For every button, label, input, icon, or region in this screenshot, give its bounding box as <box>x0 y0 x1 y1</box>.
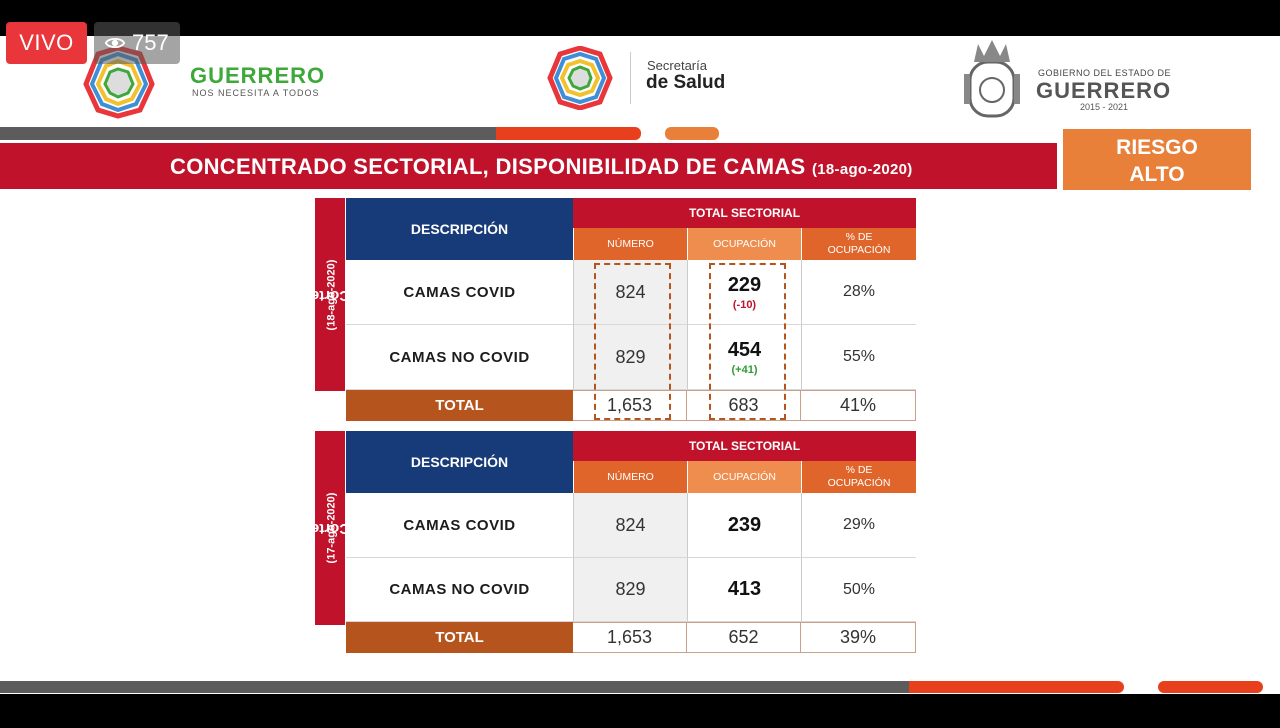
table1-row2-pct: 55% <box>801 325 916 390</box>
risk-badge: RIESGO ALTO <box>1061 127 1253 192</box>
eye-icon <box>104 37 126 49</box>
table1-side-prefix: Corte <box>310 286 350 304</box>
page-title-main: CONCENTRADO SECTORIAL, DISPONIBILIDAD DE… <box>170 154 806 179</box>
salud-line2: de Salud <box>646 72 726 93</box>
table1-header-pct: % DE OCUPACIÓN <box>801 228 916 260</box>
guerrero-brand-subtitle: NOS NECESITA A TODOS <box>192 88 320 98</box>
table1-header-descripcion: DESCRIPCIÓN <box>346 198 573 260</box>
table2-header-pct-line1: % DE <box>845 464 873 476</box>
top-letterbox <box>0 0 1280 36</box>
risk-line2: ALTO <box>1129 163 1185 186</box>
table1-header-ocupacion: OCUPACIÓN <box>687 228 801 260</box>
top-stripe-red <box>496 127 641 140</box>
top-stripe-gray <box>0 127 500 140</box>
table1-total-ocupacion: 683 <box>687 390 801 421</box>
table2-total-ocupacion: 652 <box>687 622 801 653</box>
ocupacion-highlight-box <box>709 263 786 420</box>
salud-line1: Secretaría <box>647 58 707 73</box>
table2-row2-numero: 829 <box>573 558 687 622</box>
table2-row1-pct: 29% <box>801 493 916 558</box>
table1-row2-numero: 829 <box>573 325 687 390</box>
gobierno-line1: GOBIERNO DEL ESTADO DE <box>1038 68 1172 78</box>
title-banner: CONCENTRADO SECTORIAL, DISPONIBILIDAD DE… <box>0 143 1057 189</box>
table1-row1-label: CAMAS COVID <box>346 260 573 325</box>
gobierno-years: 2015 - 2021 <box>1080 102 1129 112</box>
table2-header-ocupacion: OCUPACIÓN <box>687 461 801 493</box>
table2-row1-label: CAMAS COVID <box>346 493 573 558</box>
table2-header-total-sectorial: TOTAL SECTORIAL <box>573 431 916 461</box>
table2-header-numero: NÚMERO <box>573 461 687 493</box>
numero-highlight-box <box>594 263 671 420</box>
guerrero-brand-title: GUERRERO <box>190 63 326 88</box>
table1-total-label: TOTAL <box>346 390 573 421</box>
table1-header-numero: NÚMERO <box>573 228 687 260</box>
table1-side-label: Corte (18-ago-2020) <box>310 198 350 391</box>
table1-row2-ocupacion: 454 (+41) <box>687 325 801 390</box>
viewer-count-value: 757 <box>132 30 169 55</box>
table2-total-pct: 39% <box>801 622 916 653</box>
table1-row1-ocupacion-value: 229 <box>727 273 762 296</box>
table2-header-pct-line2: OCUPACIÓN <box>827 477 891 489</box>
table1-total-numero: 1,653 <box>573 390 687 421</box>
table1-row1-ocupacion: 229 (-10) <box>687 260 801 325</box>
live-badge: VIVO <box>6 22 87 64</box>
table1-header-pct-line2: OCUPACIÓN <box>827 244 891 256</box>
bottom-stripe-red-2 <box>1158 681 1263 693</box>
table2-row2-label: CAMAS NO COVID <box>346 558 573 622</box>
table1-row2-ocupacion-value: 454 <box>727 338 762 361</box>
salud-logo <box>547 46 613 110</box>
state-seal-icon <box>964 40 1020 118</box>
bottom-stripe-gray <box>0 681 912 693</box>
table2-side-label: Corte (17-ago-2020) <box>310 431 350 625</box>
table2-row2-ocupacion: 413 <box>687 558 801 622</box>
table1-row1-delta: (-10) <box>732 298 757 311</box>
table2-total-label: TOTAL <box>346 622 573 653</box>
table2-header-descripcion: DESCRIPCIÓN <box>346 431 573 493</box>
table1-row2-delta: (+41) <box>731 363 758 376</box>
table1-header-pct-line1: % DE <box>845 231 873 243</box>
gobierno-title: GUERRERO <box>1036 78 1172 103</box>
viewer-count: 757 <box>94 22 180 64</box>
table1-header-total-sectorial: TOTAL SECTORIAL <box>573 198 916 228</box>
table1-total-pct: 41% <box>801 390 916 421</box>
table2-header-pct: % DE OCUPACIÓN <box>801 461 916 493</box>
risk-line1: RIESGO <box>1116 136 1198 159</box>
bottom-letterbox <box>0 694 1280 728</box>
table2-row1-ocupacion: 239 <box>687 493 801 558</box>
table2-row2-pct: 50% <box>801 558 916 622</box>
header-divider <box>630 52 631 104</box>
top-stripe-orange <box>665 127 719 140</box>
page-title-date: (18-ago-2020) <box>811 161 913 178</box>
table2-side-prefix: Corte <box>310 519 350 537</box>
table1-row1-pct: 28% <box>801 260 916 325</box>
table2-row1-numero: 824 <box>573 493 687 558</box>
bottom-stripe-red <box>909 681 1124 693</box>
table1-row1-numero: 824 <box>573 260 687 325</box>
table2-total-numero: 1,653 <box>573 622 687 653</box>
table1-row2-label: CAMAS NO COVID <box>346 325 573 390</box>
page-title: CONCENTRADO SECTORIAL, DISPONIBILIDAD DE… <box>170 154 913 180</box>
